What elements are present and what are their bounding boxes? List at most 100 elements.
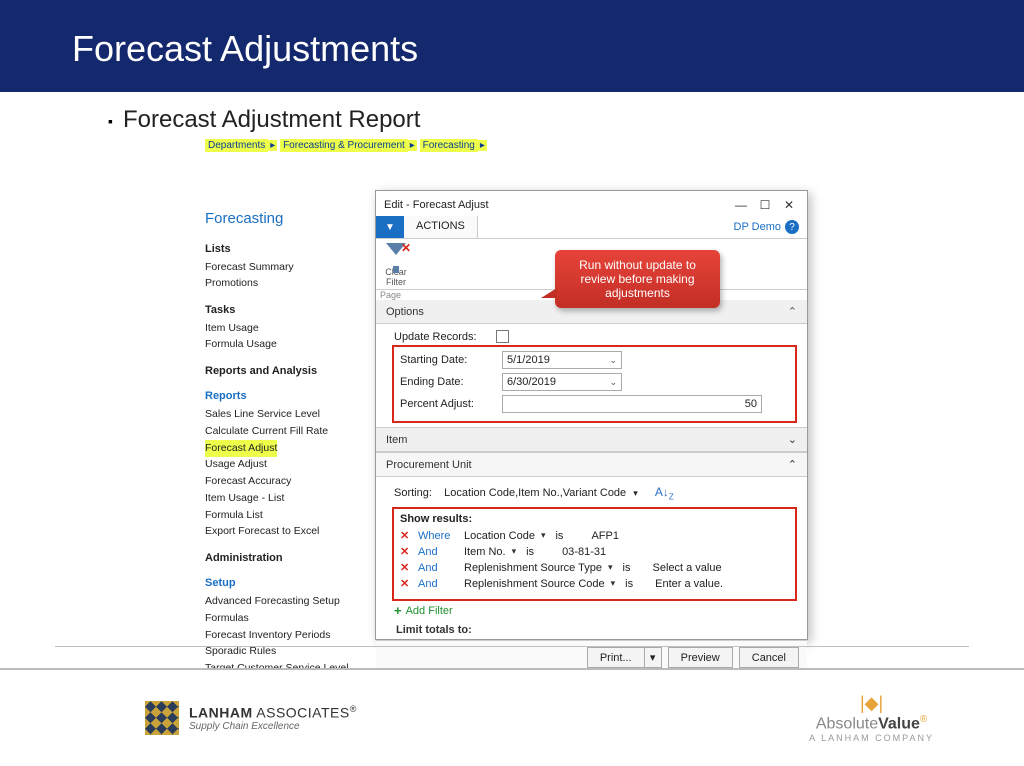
filter-keyword: And bbox=[418, 578, 458, 590]
add-filter-label: Add Filter bbox=[406, 605, 453, 617]
dropdown-icon[interactable]: ▾ bbox=[633, 488, 638, 498]
limit-totals-label: Limit totals to: bbox=[396, 624, 795, 636]
filter-row: ✕ And Item No. ▾ is 03-81-31 bbox=[400, 545, 789, 558]
delete-filter-icon[interactable]: ✕ bbox=[400, 577, 412, 590]
collapse-icon[interactable]: ⌃ bbox=[788, 305, 797, 318]
sidebar-item-advanced-forecasting-setup[interactable]: Advanced Forecasting Setup bbox=[205, 594, 385, 611]
sidebar-group-lists: Lists bbox=[205, 241, 385, 258]
filter-row: ✕ Where Location Code ▾ is AFP1 bbox=[400, 529, 789, 542]
ribbon-expand-icon[interactable]: ▼ bbox=[376, 216, 404, 238]
sort-direction-icon[interactable]: A↓Z bbox=[655, 485, 674, 499]
sidebar-item-usage-adjust[interactable]: Usage Adjust bbox=[205, 457, 385, 474]
footer-divider bbox=[55, 646, 969, 647]
sidebar-title: Forecasting bbox=[205, 208, 385, 231]
delete-filter-icon[interactable]: ✕ bbox=[400, 529, 412, 542]
sidebar-group-reports: Reports bbox=[205, 388, 385, 405]
options-highlight-box: Starting Date: 5/1/2019 ⌄ Ending Date: 6… bbox=[394, 347, 795, 421]
item-section-label: Item bbox=[386, 434, 407, 446]
slide-title: Forecast Adjustments bbox=[0, 0, 1024, 92]
av-subline: A LANHAM COMPANY bbox=[809, 733, 934, 743]
sidebar-item-forecast-accuracy[interactable]: Forecast Accuracy bbox=[205, 474, 385, 491]
delete-filter-icon[interactable]: ✕ bbox=[400, 561, 412, 574]
sorting-label: Sorting: bbox=[394, 487, 432, 499]
help-icon[interactable]: ? bbox=[785, 220, 799, 234]
filter-keyword: And bbox=[418, 562, 458, 574]
sidebar-item-sales-line-service-level[interactable]: Sales Line Service Level bbox=[205, 407, 385, 424]
filter-op: is bbox=[555, 530, 563, 542]
filter-value[interactable]: 03-81-31 bbox=[562, 546, 606, 558]
sidebar-item-item-usage-list[interactable]: Item Usage - List bbox=[205, 490, 385, 507]
lanham-mark-icon bbox=[145, 701, 179, 735]
filters-highlight-box: Show results: ✕ Where Location Code ▾ is… bbox=[394, 509, 795, 599]
collapse-icon[interactable]: ⌃ bbox=[788, 458, 797, 471]
ending-date-label: Ending Date: bbox=[400, 376, 502, 388]
sidebar-item-formulas[interactable]: Formulas bbox=[205, 610, 385, 627]
print-button[interactable]: Print... bbox=[587, 647, 644, 668]
filter-row: ✕ And Replenishment Source Code ▾ is Ent… bbox=[400, 577, 789, 590]
dropdown-icon[interactable]: ▾ bbox=[541, 530, 546, 541]
cancel-button[interactable]: Cancel bbox=[739, 647, 799, 668]
update-records-label: Update Records: bbox=[394, 331, 496, 343]
breadcrumb-seg[interactable]: Departments bbox=[205, 139, 268, 152]
dialog-title: Edit - Forecast Adjust bbox=[384, 199, 729, 211]
slide-footer: LANHAM ASSOCIATES® Supply Chain Excellen… bbox=[0, 668, 1024, 766]
dropdown-icon[interactable]: ▾ bbox=[608, 562, 613, 573]
sidebar-item-forecast-summary[interactable]: Forecast Summary bbox=[205, 259, 385, 276]
ending-date-value: 6/30/2019 bbox=[507, 376, 556, 388]
tab-actions[interactable]: ACTIONS bbox=[404, 216, 478, 238]
dropdown-icon[interactable]: ⌄ bbox=[609, 377, 617, 388]
dropdown-icon[interactable]: ▾ bbox=[611, 578, 616, 589]
clear-filter-button[interactable]: ✕ Clear Filter bbox=[384, 243, 408, 287]
print-dropdown-button[interactable]: ▾ bbox=[644, 647, 662, 668]
sidebar-item-forecast-inventory-periods[interactable]: Forecast Inventory Periods bbox=[205, 627, 385, 644]
filter-field[interactable]: Item No. bbox=[464, 546, 506, 558]
sidebar-item-item-usage[interactable]: Item Usage bbox=[205, 320, 385, 337]
percent-adjust-label: Percent Adjust: bbox=[400, 398, 502, 410]
minimize-icon[interactable]: — bbox=[729, 196, 753, 214]
sidebar-item-promotions[interactable]: Promotions bbox=[205, 276, 385, 293]
sidebar-item-export-forecast-excel[interactable]: Export Forecast to Excel bbox=[205, 524, 385, 541]
breadcrumb-seg[interactable]: Forecasting & Procurement bbox=[280, 139, 408, 152]
sidebar-item-forecast-adjust[interactable]: Forecast Adjust bbox=[205, 440, 277, 457]
delete-filter-icon[interactable]: ✕ bbox=[400, 545, 412, 558]
starting-date-field[interactable]: 5/1/2019 ⌄ bbox=[502, 351, 622, 369]
filter-field[interactable]: Replenishment Source Type bbox=[464, 562, 602, 574]
filter-field[interactable]: Location Code bbox=[464, 530, 535, 542]
options-section-label: Options bbox=[386, 306, 424, 318]
sidebar-group-tasks: Tasks bbox=[205, 302, 385, 319]
maximize-icon[interactable]: ☐ bbox=[753, 196, 777, 214]
help-label: DP Demo bbox=[734, 221, 781, 233]
filter-value[interactable]: AFP1 bbox=[591, 530, 619, 542]
update-records-checkbox[interactable] bbox=[496, 330, 509, 343]
ending-date-field[interactable]: 6/30/2019 ⌄ bbox=[502, 373, 622, 391]
expand-icon[interactable]: ⌄ bbox=[788, 433, 797, 446]
dropdown-icon[interactable]: ⌄ bbox=[609, 355, 617, 366]
breadcrumb-seg[interactable]: Forecasting bbox=[420, 139, 478, 152]
filter-value[interactable]: Enter a value. bbox=[655, 578, 723, 590]
print-split-button[interactable]: Print... ▾ bbox=[587, 647, 662, 668]
lanham-tagline: Supply Chain Excellence bbox=[189, 721, 357, 732]
filter-field[interactable]: Replenishment Source Code bbox=[464, 578, 605, 590]
add-filter-button[interactable]: + Add Filter bbox=[394, 603, 795, 618]
filter-keyword: Where bbox=[418, 530, 458, 542]
filter-keyword: And bbox=[418, 546, 458, 558]
close-icon[interactable]: ✕ bbox=[777, 196, 801, 214]
filter-value[interactable]: Select a value bbox=[652, 562, 721, 574]
sidebar-item-formula-list[interactable]: Formula List bbox=[205, 507, 385, 524]
filter-op: is bbox=[526, 546, 534, 558]
lanham-name2: ASSOCIATES bbox=[256, 705, 349, 721]
dropdown-icon[interactable]: ▾ bbox=[512, 546, 517, 557]
sidebar-item-formula-usage[interactable]: Formula Usage bbox=[205, 337, 385, 354]
breadcrumb: Departments▸ Forecasting & Procurement▸ … bbox=[205, 140, 1024, 151]
sidebar-item-calculate-current-fill-rate[interactable]: Calculate Current Fill Rate bbox=[205, 423, 385, 440]
percent-adjust-field[interactable]: 50 bbox=[502, 395, 762, 413]
starting-date-label: Starting Date: bbox=[400, 354, 502, 366]
sidebar-group-reports-analysis: Reports and Analysis bbox=[205, 363, 385, 380]
absolutevalue-logo: |◆| AbsoluteValue® A LANHAM COMPANY bbox=[809, 693, 934, 743]
preview-button[interactable]: Preview bbox=[668, 647, 733, 668]
filter-op: is bbox=[623, 562, 631, 574]
box-icon: |◆| bbox=[809, 693, 934, 714]
percent-adjust-value: 50 bbox=[745, 398, 757, 410]
sorting-value[interactable]: Location Code,Item No.,Variant Code bbox=[444, 487, 626, 499]
nav-sidebar: Forecasting Lists Forecast Summary Promo… bbox=[205, 208, 385, 703]
